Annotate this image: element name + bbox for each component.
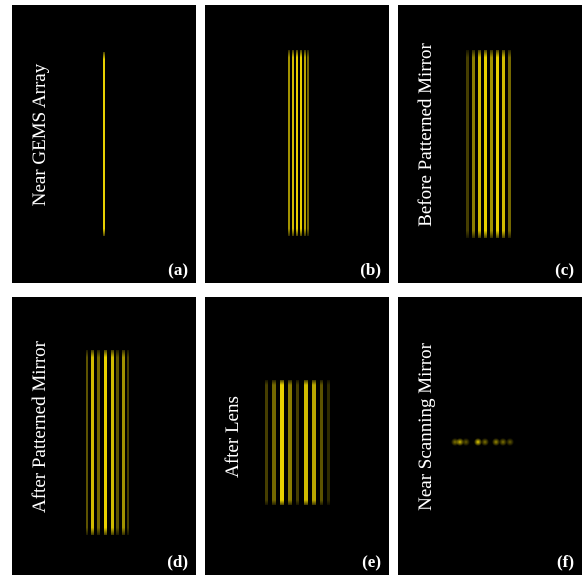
light-spot: [481, 438, 489, 446]
light-stripe: [280, 380, 284, 505]
panel: Before Patterned Mirror (c): [398, 5, 582, 283]
light-stripe: [116, 350, 119, 535]
light-stripe: [490, 50, 493, 238]
light-stripe: [307, 50, 309, 236]
light-stripe: [272, 380, 276, 505]
light-spot: [462, 438, 470, 446]
panel: After Lens (e): [205, 297, 389, 575]
light-stripe: [86, 350, 88, 535]
panel-label: (f): [557, 552, 574, 571]
panel-caption: Near Scanning Mirror: [415, 342, 436, 510]
panel-caption: After Patterned Mirror: [29, 340, 50, 513]
light-stripe: [292, 50, 294, 236]
panel-label: (a): [168, 260, 188, 279]
light-stripe: [296, 380, 299, 505]
panel: Near Scanning Mirror (f): [398, 297, 582, 575]
light-stripe: [91, 350, 94, 535]
light-stripe: [288, 380, 292, 505]
panel: After Patterned Mirror (d): [12, 297, 196, 575]
light-stripe: [466, 50, 469, 238]
light-stripe: [111, 350, 114, 535]
light-stripe: [478, 50, 481, 238]
light-stripe: [304, 50, 306, 236]
light-stripe: [312, 380, 316, 505]
light-stripe: [320, 380, 323, 505]
panel-label: (d): [167, 552, 188, 571]
light-stripe: [103, 52, 105, 236]
panel-label: (b): [360, 260, 381, 279]
light-stripe: [97, 350, 100, 535]
panel: Near GEMS Array (a): [12, 5, 196, 283]
light-spot: [506, 438, 514, 446]
panel-label: (e): [362, 552, 381, 571]
light-stripe: [265, 380, 268, 505]
light-stripe: [127, 350, 129, 535]
panel: (b): [205, 5, 389, 283]
light-spot: [499, 438, 507, 446]
panel-caption: Near GEMS Array: [29, 63, 50, 206]
light-stripe: [496, 50, 499, 238]
light-stripe: [300, 50, 302, 236]
light-stripe: [288, 50, 290, 236]
light-stripe: [304, 380, 308, 505]
light-stripe: [104, 350, 107, 535]
light-stripe: [296, 50, 298, 236]
light-stripe: [327, 380, 330, 505]
figure: Near GEMS Array (a) (b) Before Patterned Mi…: [0, 0, 584, 580]
light-stripe: [472, 50, 475, 238]
light-stripe: [122, 350, 125, 535]
panel-caption: Before Patterned Mirror: [415, 43, 436, 227]
panel-caption: After Lens: [222, 396, 243, 478]
light-spot: [474, 438, 482, 446]
light-spot: [492, 438, 500, 446]
light-stripe: [502, 50, 505, 238]
light-stripe: [484, 50, 487, 238]
light-stripe: [508, 50, 511, 238]
panel-label: (c): [555, 260, 574, 279]
